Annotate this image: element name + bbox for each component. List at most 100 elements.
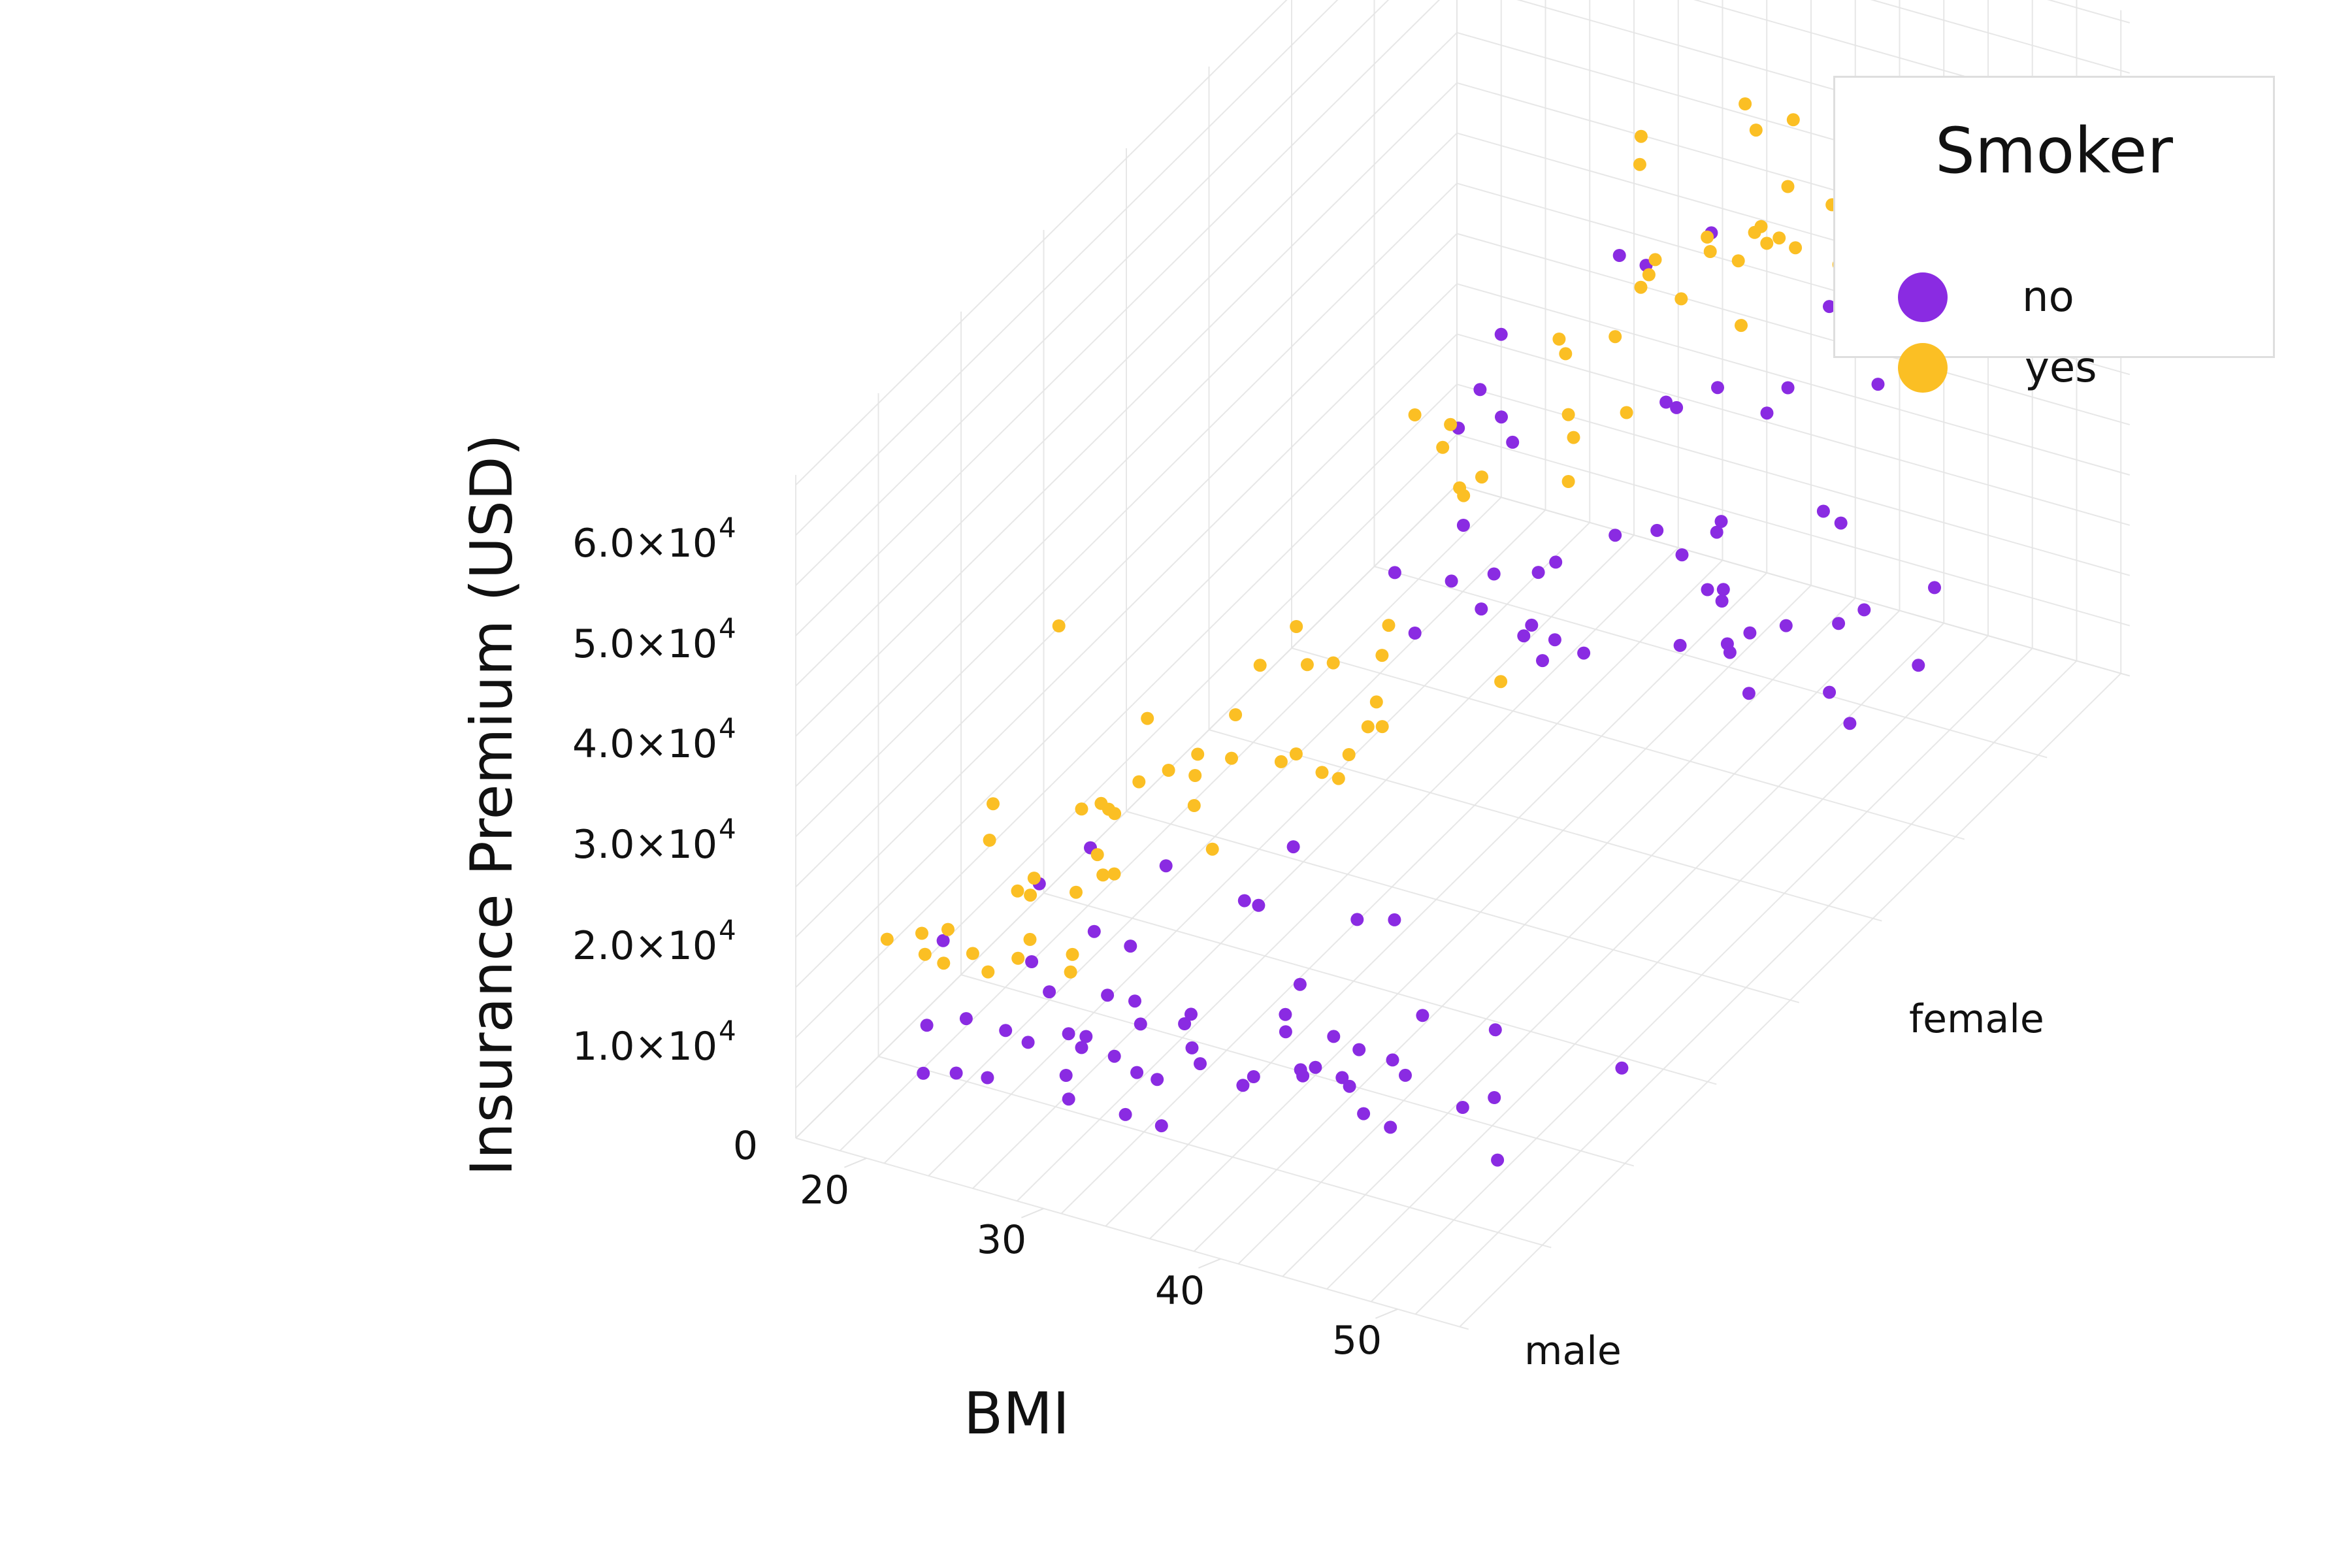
scatter-point-yes xyxy=(1609,330,1622,344)
svg-text:4: 4 xyxy=(719,914,736,946)
x-tick-label: 20 xyxy=(800,1168,849,1213)
scatter-point-no xyxy=(1871,378,1885,391)
scatter-point-yes xyxy=(1436,440,1450,454)
x-tick-label: 30 xyxy=(977,1217,1026,1263)
scatter-point-no xyxy=(1531,566,1545,580)
scatter-point-no xyxy=(1388,566,1401,580)
scatter-point-no xyxy=(1343,1079,1356,1093)
scatter-point-no xyxy=(1384,1120,1397,1134)
scatter-point-no xyxy=(1832,617,1846,630)
legend-label-no: no xyxy=(2022,273,2074,321)
x-axis-tick xyxy=(1021,1207,1044,1218)
scatter-point-no xyxy=(1252,898,1266,912)
scatter-point-yes xyxy=(966,947,979,960)
scatter-point-no xyxy=(1062,1092,1075,1106)
scatter-point-no xyxy=(1286,840,1300,854)
scatter-point-yes xyxy=(1108,807,1122,821)
scatter-point-yes xyxy=(1634,280,1648,294)
scatter-point-yes xyxy=(1331,772,1345,785)
scatter-point-yes xyxy=(1674,292,1688,306)
scatter-point-yes xyxy=(1561,475,1575,488)
scatter-point-yes xyxy=(1024,889,1037,902)
grid-line xyxy=(1456,233,2131,426)
scatter-point-yes xyxy=(1141,711,1154,725)
scatter-point-no xyxy=(1548,633,1561,647)
scatter-point-yes xyxy=(937,956,951,970)
scatter-point-yes xyxy=(1620,406,1633,419)
x-axis-title: BMI xyxy=(964,1380,1070,1447)
scatter-point-yes xyxy=(1634,129,1648,143)
scatter-point-no xyxy=(1445,574,1458,588)
legend-label-yes: yes xyxy=(2025,344,2097,392)
scatter-point-yes xyxy=(1027,872,1041,885)
legend-swatch-yes xyxy=(1898,343,1948,393)
scatter-point-yes xyxy=(1090,848,1104,862)
y-tick-label: female xyxy=(1909,996,2044,1042)
x-tick-label: 40 xyxy=(1155,1268,1205,1314)
scatter-point-no xyxy=(917,1066,930,1080)
z-tick-label: 6.0×10 4 xyxy=(572,512,736,566)
scatter-point-yes xyxy=(1011,884,1024,898)
z-axis-title: Insurance Premium (USD) xyxy=(458,434,525,1176)
scatter-point-no xyxy=(1025,955,1039,968)
scatter-point-no xyxy=(1823,685,1837,699)
scatter-point-yes xyxy=(1205,842,1219,856)
grid-line xyxy=(1043,892,1717,1085)
scatter-point-no xyxy=(1475,602,1488,616)
scatter-point-yes xyxy=(1225,751,1238,765)
svg-text:3.0×10: 3.0×10 xyxy=(572,822,717,868)
scatter-point-yes xyxy=(1731,254,1745,268)
scatter-point-yes xyxy=(1229,708,1243,721)
scatter-point-yes xyxy=(1382,619,1396,632)
scatter-point-no xyxy=(1760,406,1774,420)
scatter-point-no xyxy=(1335,1071,1349,1085)
scatter-point-no xyxy=(1279,1025,1292,1039)
scatter-point-yes xyxy=(1290,620,1303,633)
scatter-point-yes xyxy=(983,834,996,847)
scatter-point-no xyxy=(1184,1007,1198,1021)
scatter-point-no xyxy=(1107,1049,1121,1063)
scatter-point-no xyxy=(1062,1027,1075,1041)
grid-line xyxy=(1126,811,1800,1004)
scatter-point-yes xyxy=(1326,656,1340,670)
scatter-point-no xyxy=(1517,629,1531,643)
scatter-point-no xyxy=(1021,1036,1035,1049)
scatter-point-no xyxy=(1723,645,1737,659)
scatter-point-no xyxy=(1715,595,1729,608)
scatter-point-no xyxy=(1834,516,1848,530)
scatter-point-yes xyxy=(1701,230,1714,244)
scatter-point-yes xyxy=(1739,97,1752,110)
scatter-point-no xyxy=(1488,1023,1502,1037)
scatter-point-yes xyxy=(1094,796,1108,810)
scatter-point-yes xyxy=(1408,408,1422,421)
scatter-point-no xyxy=(1525,618,1539,632)
scatter-point-no xyxy=(1237,894,1251,907)
svg-text:4: 4 xyxy=(719,813,736,845)
scatter-point-no xyxy=(1247,1070,1260,1083)
scatter-point-no xyxy=(1075,1041,1088,1054)
scatter-point-yes xyxy=(1011,951,1025,965)
scatter-point-no xyxy=(1134,1017,1147,1031)
scatter-point-no xyxy=(1494,327,1508,341)
scatter-point-no xyxy=(1059,1069,1073,1082)
scatter-point-no xyxy=(1711,381,1724,395)
scatter-point-no xyxy=(1615,1061,1629,1075)
scatter-point-no xyxy=(1079,1030,1093,1043)
scatter-point-no xyxy=(1487,567,1501,581)
scatter-point-yes xyxy=(1187,799,1201,812)
svg-text:4.0×10: 4.0×10 xyxy=(572,721,717,767)
grid-line xyxy=(878,1056,1552,1249)
scatter-point-no xyxy=(1327,1030,1341,1043)
grid-line xyxy=(795,1137,1469,1330)
scatter-point-no xyxy=(1928,581,1941,595)
z-tick-label: 2.0×10 4 xyxy=(572,914,736,969)
scatter-point-yes xyxy=(987,797,1000,811)
scatter-point-yes xyxy=(1361,720,1375,734)
z-tick-label: 3.0×10 4 xyxy=(572,813,736,868)
scatter-point-no xyxy=(1779,619,1793,632)
grid-line xyxy=(1456,333,2131,526)
scatter-point-no xyxy=(1743,626,1757,640)
scatter-point-no xyxy=(1495,410,1508,424)
scatter-point-yes xyxy=(1375,649,1389,662)
